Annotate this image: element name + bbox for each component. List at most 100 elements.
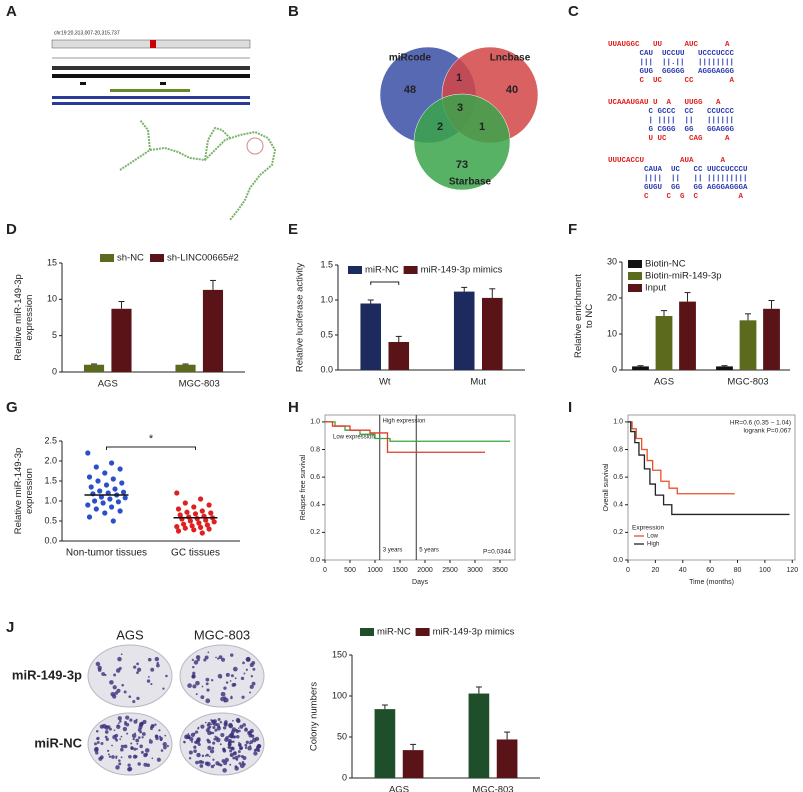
colony <box>141 732 146 736</box>
y-tick-label: 15 <box>47 257 57 267</box>
y-axis-label: Relative enrichment <box>573 274 584 358</box>
venn-count: 1 <box>456 72 462 84</box>
track <box>52 74 250 78</box>
x-tick-label: AGS <box>654 377 674 388</box>
colony <box>219 743 222 746</box>
colony <box>107 749 110 752</box>
rna-structure-branch <box>139 119 151 151</box>
colony <box>247 745 252 751</box>
colony <box>249 691 252 694</box>
data-point <box>199 530 205 536</box>
duplex-line: CAUA UC CC UUCCUCCCU <box>608 166 748 174</box>
colony <box>253 748 257 752</box>
data-point <box>110 476 116 482</box>
colony <box>208 725 212 729</box>
x-tick-label: Wt <box>379 377 391 388</box>
data-point <box>189 523 195 529</box>
colony <box>230 653 234 657</box>
colony <box>101 723 107 729</box>
colony <box>236 735 240 739</box>
colony <box>105 737 109 741</box>
colony <box>198 753 201 755</box>
colony <box>150 683 153 686</box>
colony <box>117 656 122 662</box>
colony <box>93 747 99 753</box>
colony <box>244 746 248 749</box>
row-label: miR-149-3p <box>12 667 82 682</box>
x-tick-label: 1000 <box>367 567 383 574</box>
colony <box>139 744 143 749</box>
y-tick-label: 0.8 <box>310 446 320 453</box>
colony <box>201 760 205 764</box>
duplex-line: GUGU GG GG AGGGAGGGA <box>608 184 748 192</box>
plot-frame <box>627 414 796 561</box>
colony <box>162 742 167 747</box>
colony <box>242 762 246 766</box>
x-tick-label: 0 <box>626 567 630 574</box>
x-tick-label: 60 <box>706 567 714 574</box>
colony <box>156 757 161 762</box>
data-point <box>93 506 99 512</box>
x-tick-label: 100 <box>759 567 771 574</box>
colony <box>108 727 112 731</box>
y-tick-label: 30 <box>607 256 617 266</box>
colony <box>212 725 216 729</box>
panel-label: H <box>288 399 299 416</box>
colony <box>253 751 258 756</box>
panel-label: F <box>568 221 577 238</box>
x-tick-label: 120 <box>786 567 798 574</box>
colony <box>210 679 214 682</box>
data-point <box>102 470 108 476</box>
panel-label: J <box>6 619 14 636</box>
colony <box>96 737 99 740</box>
colony <box>120 744 125 749</box>
data-point <box>174 524 180 530</box>
colony <box>206 753 209 757</box>
bar <box>716 366 733 370</box>
duplex-line: | |||| || |||||| <box>608 117 734 125</box>
colony <box>228 741 231 744</box>
colony <box>241 695 245 699</box>
column-label: AGS <box>116 627 144 642</box>
colony <box>162 687 165 690</box>
x-tick-label: Non-tumor tissues <box>66 548 147 559</box>
colony <box>136 667 142 672</box>
colony <box>192 665 195 669</box>
colony <box>137 736 141 739</box>
x-tick-label: 2500 <box>442 567 458 574</box>
colony <box>249 728 254 733</box>
bar <box>496 739 518 778</box>
colony <box>151 724 154 727</box>
y-tick-label: 2.0 <box>44 455 57 465</box>
colony <box>116 688 121 693</box>
x-tick-label: AGS <box>389 785 409 792</box>
colony <box>204 754 207 757</box>
rna-structure-branch <box>204 126 231 161</box>
legend-label: Biotin-NC <box>645 259 686 270</box>
row-label: miR-NC <box>34 735 82 750</box>
colony <box>225 681 229 684</box>
venn-count: 1 <box>479 121 485 133</box>
colony <box>223 748 226 752</box>
panel-label: E <box>288 221 298 238</box>
data-point <box>196 520 202 526</box>
colony <box>232 751 237 756</box>
y-tick-label: 100 <box>332 690 347 700</box>
venn-count: 3 <box>457 102 463 114</box>
colony <box>165 674 168 678</box>
bar <box>111 308 132 372</box>
colony <box>232 682 237 687</box>
data-point <box>86 514 93 520</box>
venn-count: 73 <box>456 159 468 171</box>
colony <box>115 738 118 741</box>
y-tick-label: 10 <box>607 328 617 338</box>
colony <box>100 742 104 745</box>
legend-label: High <box>647 542 659 548</box>
colony <box>136 671 139 674</box>
colony <box>191 740 194 743</box>
y-tick-label: 0.6 <box>310 474 320 481</box>
y-tick-label: 0.6 <box>613 474 623 481</box>
data-point <box>175 528 182 534</box>
colony <box>189 736 194 742</box>
